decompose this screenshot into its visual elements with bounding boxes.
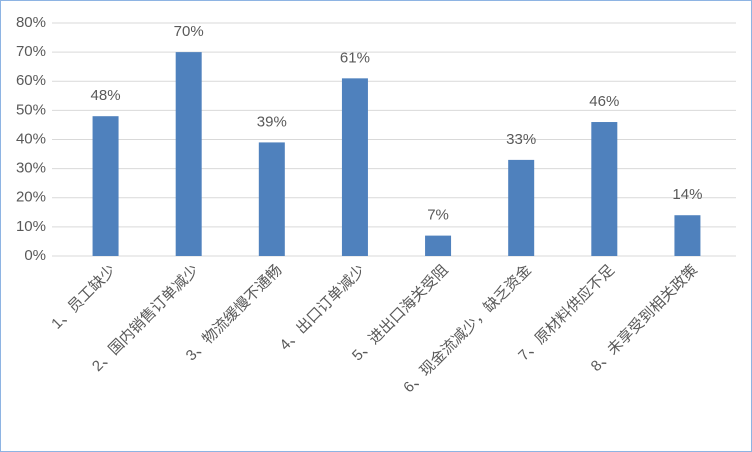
data-label: 14%: [672, 186, 702, 203]
data-label: 70%: [174, 23, 204, 40]
data-label: 46%: [589, 93, 619, 110]
bar: [591, 122, 618, 257]
bar: [258, 142, 285, 256]
bar: [508, 159, 535, 256]
y-tick-label: 50%: [16, 101, 46, 118]
data-label: 48%: [91, 87, 121, 104]
bar: [674, 215, 701, 256]
data-label: 7%: [427, 207, 449, 224]
y-tick-label: 30%: [16, 160, 46, 177]
y-tick-label: 20%: [16, 189, 46, 206]
y-tick-label: 60%: [16, 72, 46, 89]
y-tick-label: 70%: [16, 43, 46, 60]
bar: [175, 52, 202, 256]
bar: [425, 235, 452, 256]
bar: [92, 116, 119, 256]
y-tick-label: 10%: [16, 218, 46, 235]
data-label: 33%: [506, 131, 536, 148]
y-tick-label: 80%: [16, 14, 46, 31]
bar: [341, 78, 368, 257]
data-label: 61%: [340, 49, 370, 66]
data-label: 39%: [257, 113, 287, 130]
y-tick-label: 40%: [16, 130, 46, 147]
y-tick-label: 0%: [24, 247, 46, 264]
